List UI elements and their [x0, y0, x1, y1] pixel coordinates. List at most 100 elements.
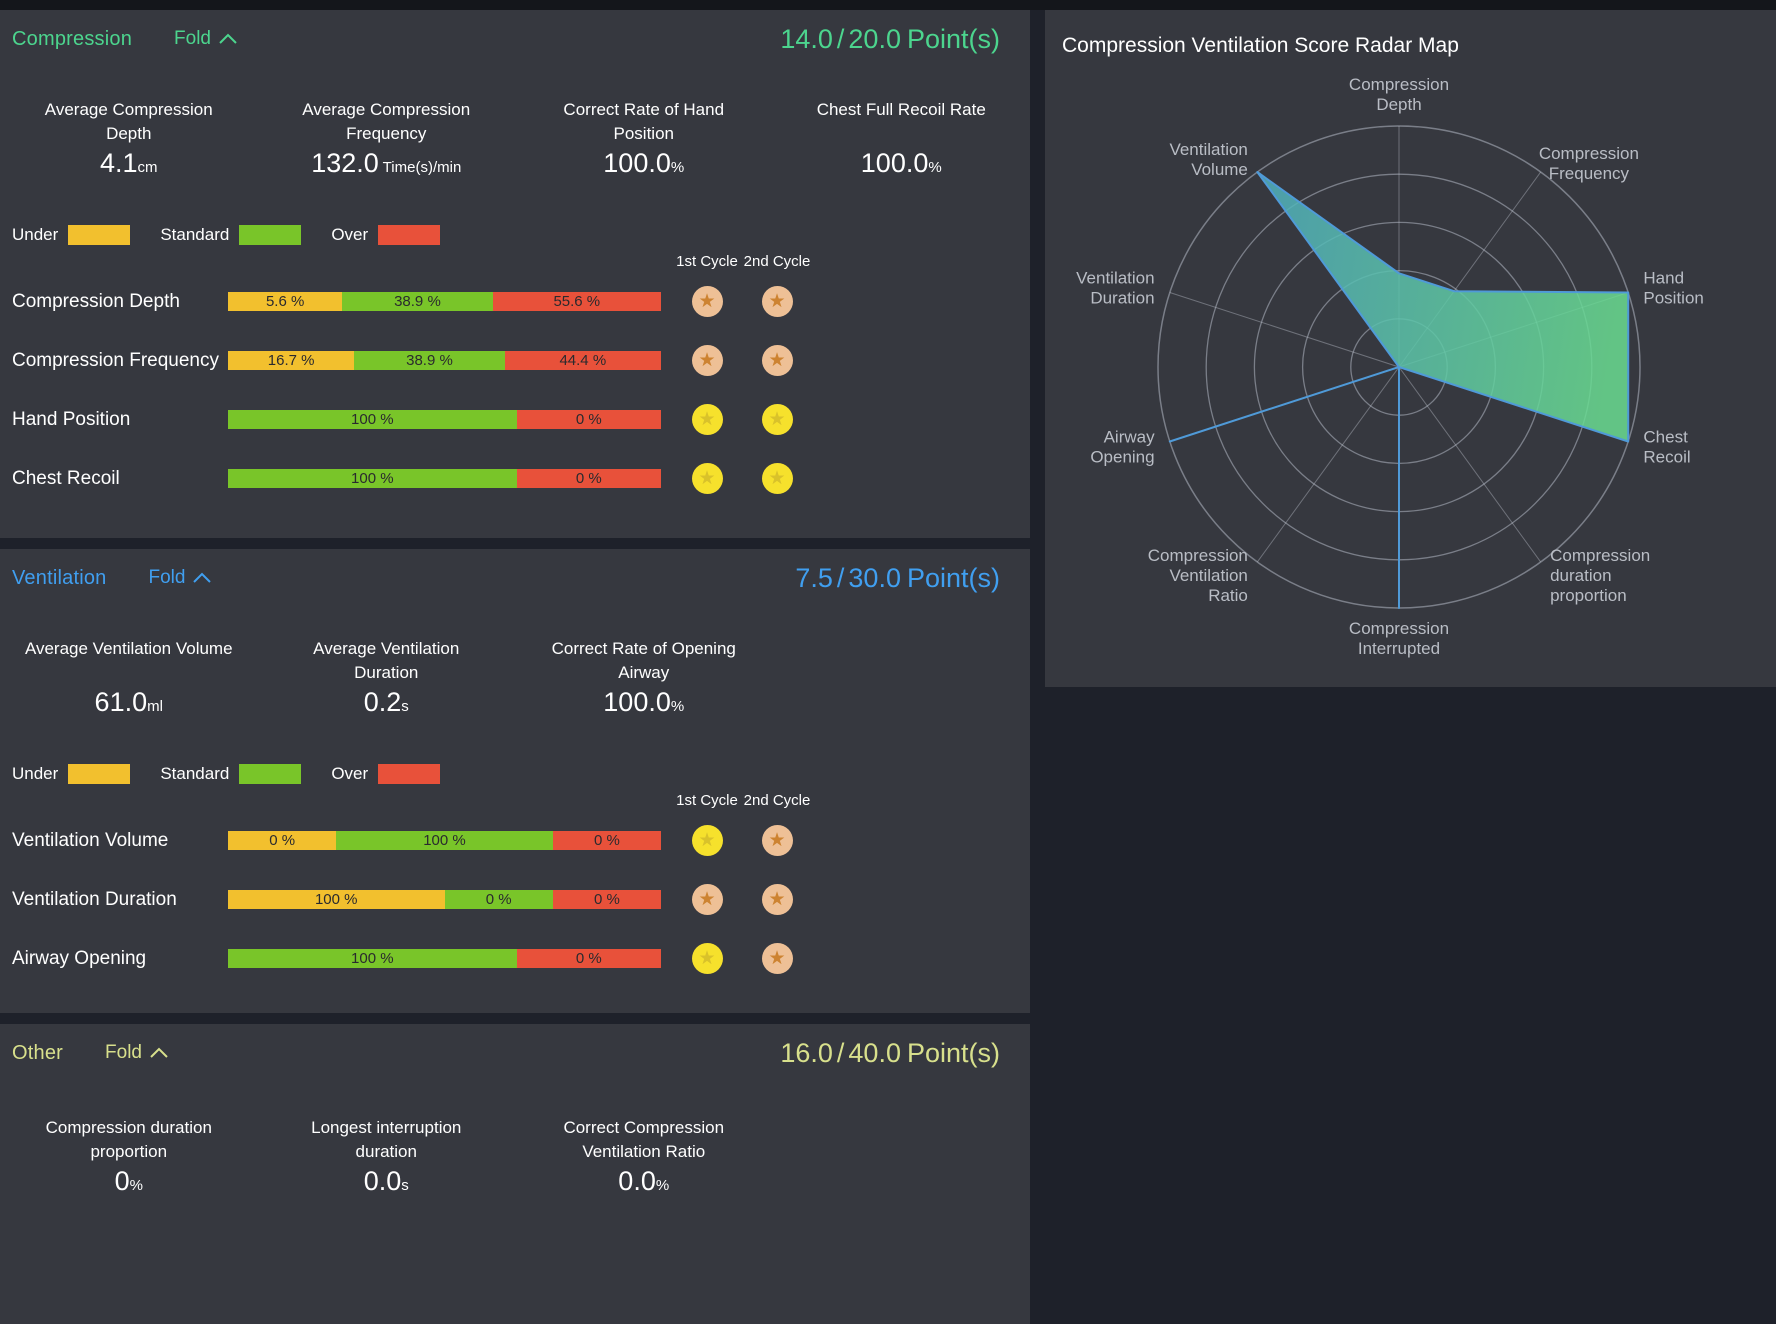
radar-axis-label: Ventilation Duration: [1076, 269, 1154, 308]
stat-value: 4.1cm: [99, 148, 158, 178]
stat-value: 0%: [114, 1166, 143, 1196]
stat-value: 132.0 Time(s)/min: [311, 148, 462, 178]
bronze-star-badge-icon: ★: [761, 286, 793, 317]
star-cell: ★: [673, 345, 741, 376]
bar-segment-standard: 38.9 %: [354, 351, 505, 370]
radar-axis-label: Airway Opening: [1090, 427, 1155, 466]
bar-segment-over: 0 %: [516, 949, 661, 968]
stat-item: Longest interruption duration 0.0s: [258, 1116, 516, 1197]
metric-bar-row: Ventilation Volume 0 % 100 % 0 % ★ ★: [0, 811, 1030, 870]
stat-title: Average Ventilation Duration: [313, 639, 460, 682]
bar-segment-over: 0 %: [516, 410, 661, 429]
metric-bar-row: Airway Opening 100 % 0 % ★ ★: [0, 929, 1030, 988]
bar-label: Hand Position: [12, 408, 131, 430]
cycle-star-cells: ★ ★: [673, 463, 813, 494]
bronze-star-badge-icon: ★: [691, 286, 723, 317]
gold-star-badge-icon: ★: [761, 463, 793, 494]
cycle-star-cells: ★ ★: [673, 345, 813, 376]
cycle-star-cells: ★ ★: [673, 825, 813, 856]
radar-chart: Compression Depth Compression Frequency Hand…: [1076, 75, 1704, 658]
other-header: Other Fold 16.0/40.0 Point(s): [0, 1024, 1030, 1070]
legend-label: Over: [331, 225, 369, 244]
stat-title: Correct Compression Ventilation Ratio: [563, 1118, 725, 1161]
bar-segment-under: 16.7 %: [228, 351, 355, 370]
radar-axis-label: Compression Ventilation Ratio: [1148, 546, 1248, 605]
stacked-bar: 100 % 0 %: [228, 410, 661, 429]
stat-unit: ml: [147, 698, 163, 715]
stat-item: Compression duration proportion 0%: [0, 1116, 258, 1197]
gold-star-badge-icon: ★: [691, 825, 723, 856]
ventilation-legend: Under Standard Over: [12, 764, 1030, 784]
star-cell: ★: [743, 943, 811, 974]
chevron-up-icon: [219, 33, 237, 44]
stat-unit: %: [670, 698, 685, 715]
stat-title: Correct Rate of Opening Airway: [551, 639, 736, 682]
radar-axis-label: Ventilation Volume: [1169, 140, 1247, 179]
compression-stats: Average Compression Depth 4.1cm Average Com…: [0, 98, 1030, 179]
stat-title: Correct Rate of Hand Position: [563, 100, 725, 143]
star-cell: ★: [673, 825, 741, 856]
radar-axis-label: Hand Position: [1643, 269, 1703, 308]
stat-unit: %: [928, 159, 942, 176]
top-strip: [0, 0, 1776, 10]
cycle-star-cells: ★ ★: [673, 943, 813, 974]
compression-header: Compression Fold 14.0/20.0 Point(s): [0, 10, 1030, 56]
stat-value: 100.0%: [603, 148, 685, 178]
bar-segment-standard: 100 %: [228, 410, 517, 429]
bar-segment-standard: 100 %: [336, 831, 553, 850]
stat-unit: Time(s)/min: [378, 159, 462, 176]
chevron-up-icon: [150, 1047, 168, 1058]
star-cell: ★: [673, 943, 741, 974]
bronze-star-badge-icon: ★: [691, 884, 723, 915]
bar-segment-over: 55.6 %: [492, 292, 661, 311]
bar-label: Compression Depth: [12, 290, 180, 312]
star-cell: ★: [673, 463, 741, 494]
legend-label: Standard: [160, 225, 230, 244]
stat-unit: s: [401, 698, 409, 715]
gold-star-badge-icon: ★: [691, 404, 723, 435]
bronze-star-badge-icon: ★: [691, 345, 723, 376]
legend-swatch-under: [68, 225, 131, 245]
stat-item: Chest Full Recoil Rate 100.0%: [773, 98, 1031, 179]
legend-label: Under: [12, 764, 59, 783]
stat-unit: cm: [137, 159, 158, 176]
cycle-star-cells: ★ ★: [673, 884, 813, 915]
stat-value: 100.0%: [603, 687, 685, 717]
stat-value: 0.0%: [618, 1166, 670, 1196]
gold-star-badge-icon: ★: [691, 943, 723, 974]
radar-axis-label: Compression Frequency: [1539, 144, 1639, 183]
fold-button-ventilation[interactable]: Fold: [149, 567, 213, 589]
stat-title: Average Compression Frequency: [302, 100, 471, 143]
fold-button-compression[interactable]: Fold: [174, 28, 238, 50]
bar-segment-over: 0 %: [516, 469, 661, 488]
stat-value: 0.0s: [363, 1166, 409, 1196]
ventilation-bars: Ventilation Volume 0 % 100 % 0 % ★ ★ Ventilati…: [0, 811, 1030, 988]
star-cell: ★: [673, 286, 741, 317]
metric-bar-row: Hand Position 100 % 0 % ★ ★: [0, 390, 1030, 449]
bronze-star-badge-icon: ★: [761, 345, 793, 376]
legend-swatch-over: [378, 764, 441, 784]
stat-unit: %: [129, 1177, 143, 1194]
stacked-bar: 100 % 0 % 0 %: [228, 890, 661, 909]
bar-segment-standard: 100 %: [228, 469, 517, 488]
ventilation-header: Ventilation Fold 7.5/30.0 Point(s): [0, 549, 1030, 595]
other-panel: Other Fold 16.0/40.0 Point(s) Compression…: [0, 1024, 1030, 1324]
stat-title: Average Compression Depth: [44, 100, 213, 143]
star-cell: ★: [743, 345, 811, 376]
compression-legend: Under Standard Over: [12, 225, 1030, 245]
bar-label: Ventilation Volume: [12, 829, 169, 851]
fold-button-other[interactable]: Fold: [105, 1042, 169, 1064]
cycle-header: 2nd Cycle: [743, 792, 811, 809]
cycle-header: 2nd Cycle: [743, 253, 811, 270]
bronze-star-badge-icon: ★: [761, 884, 793, 915]
metric-bar-row: Compression Depth 5.6 % 38.9 % 55.6 % ★ ★: [0, 272, 1030, 331]
star-cell: ★: [743, 404, 811, 435]
bar-segment-under: 100 %: [228, 890, 445, 909]
metric-bar-row: Chest Recoil 100 % 0 % ★ ★: [0, 449, 1030, 508]
bronze-star-badge-icon: ★: [761, 825, 793, 856]
star-cell: ★: [743, 286, 811, 317]
compression-bars: Compression Depth 5.6 % 38.9 % 55.6 % ★ ★ Comp…: [0, 272, 1030, 508]
bronze-star-badge-icon: ★: [761, 943, 793, 974]
ventilation-score: 7.5/30.0 Point(s): [795, 562, 1000, 593]
panel-title-ventilation: Ventilation: [12, 566, 107, 589]
